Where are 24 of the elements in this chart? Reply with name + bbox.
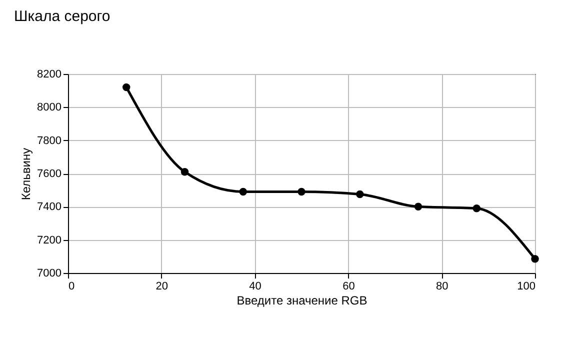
chart-title: Шкала серого (14, 8, 110, 25)
y-tick-label: 7000 (37, 268, 62, 280)
point (356, 190, 364, 198)
y-tick-label: 7200 (37, 234, 62, 246)
y-tick-label: 7800 (37, 134, 62, 147)
x-tick-label: 60 (342, 280, 355, 292)
point (239, 188, 247, 196)
point (180, 168, 189, 176)
y-tick-label: 8000 (37, 102, 62, 114)
point (298, 188, 306, 196)
point (472, 204, 480, 212)
x-tick-label: 20 (156, 280, 168, 292)
point (531, 255, 539, 263)
y-tick-label: 7400 (37, 201, 62, 214)
x-tick-label: 100 (517, 280, 536, 292)
x-tick-label: 40 (249, 280, 262, 292)
x-tick-label: 80 (436, 280, 448, 292)
y-axis-title: Кельвину (19, 148, 34, 200)
x-axis-title: Введите значение RGB (236, 294, 368, 308)
y-tick-label: 8200 (37, 68, 62, 80)
point (414, 202, 422, 211)
point (122, 83, 130, 92)
x-tick-label: 0 (68, 280, 75, 292)
y-tick-label: 7600 (37, 168, 62, 180)
